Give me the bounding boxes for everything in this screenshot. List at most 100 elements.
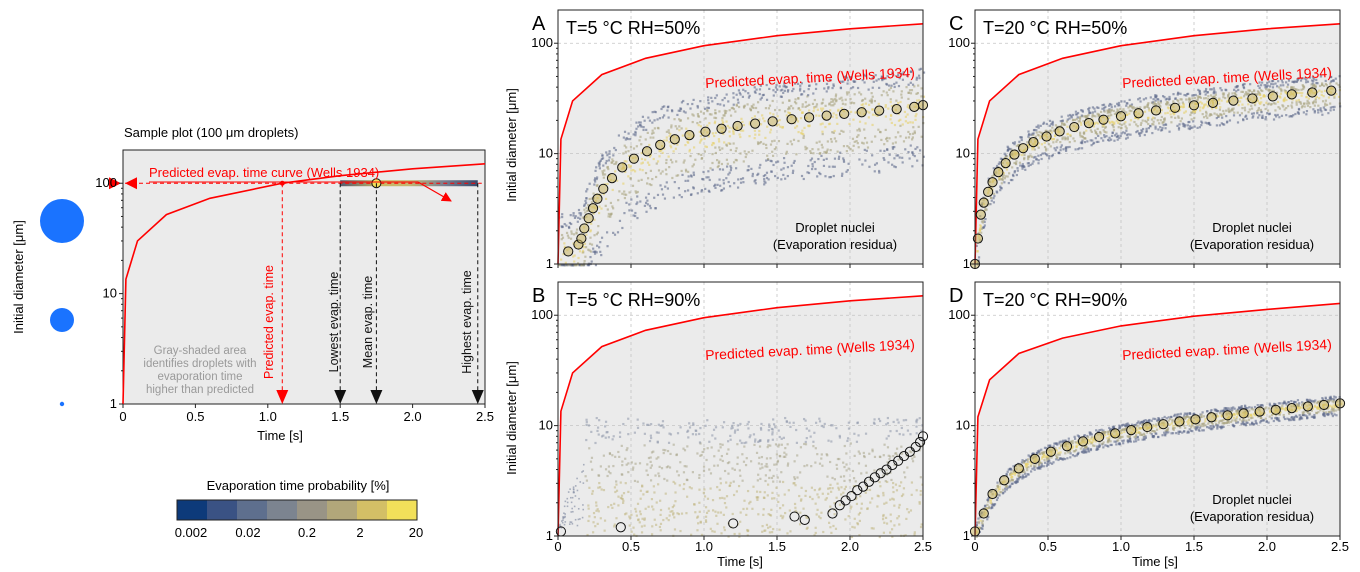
cloud-dot <box>772 423 776 426</box>
cloud-dot <box>689 107 692 110</box>
cloud-dot <box>1137 118 1140 121</box>
cloud-dot <box>893 157 896 160</box>
cloud-dot <box>795 125 799 128</box>
cloud-dot <box>704 515 708 518</box>
cloud-dot <box>1108 116 1111 120</box>
cloud-dot <box>773 148 776 151</box>
cloud-dot <box>682 99 685 103</box>
cloud-dot <box>1128 98 1131 102</box>
cloud-dot <box>612 160 615 163</box>
cloud-dot <box>838 434 841 438</box>
cloud-dot <box>607 212 610 216</box>
cloud-dot <box>1272 102 1276 105</box>
cloud-dot <box>1245 419 1248 422</box>
cloud-dot <box>786 532 789 535</box>
cloud-dot <box>613 486 617 489</box>
mean-marker <box>789 511 800 522</box>
cloud-dot <box>897 506 901 509</box>
cloud-dot <box>1330 406 1333 409</box>
cloud-dot <box>640 531 644 534</box>
cloud-dot <box>675 453 678 456</box>
cloud-dot <box>1275 91 1279 94</box>
cloud-dot <box>806 171 809 174</box>
cloud-dot <box>577 208 581 212</box>
cloud-dot <box>878 419 882 423</box>
cloud-dot <box>710 446 713 449</box>
cloud-dot <box>1090 433 1093 436</box>
cloud-dot <box>806 516 810 519</box>
cloud-dot <box>838 457 841 461</box>
cloud-dot <box>1170 121 1173 124</box>
cloud-dot <box>833 157 837 160</box>
cloud-dot <box>779 507 782 510</box>
cloud-dot <box>1093 107 1096 110</box>
cloud-dot <box>1288 115 1291 118</box>
cloud-dot <box>720 162 724 166</box>
cloud-dot <box>1312 80 1315 83</box>
cloud-dot <box>590 456 594 459</box>
cloud-dot <box>814 461 817 464</box>
cloud-dot <box>886 422 890 425</box>
cloud-dot <box>784 447 787 450</box>
cloud-dot <box>729 438 732 441</box>
mean-marker <box>874 105 885 116</box>
cloud-dot <box>1009 147 1012 151</box>
colorbar-cell <box>297 500 327 520</box>
cloud-dot <box>563 516 566 519</box>
cloud-dot <box>718 148 722 152</box>
cloud-dot <box>1331 397 1334 401</box>
cloud-dot <box>870 527 873 530</box>
cloud-dot <box>761 94 764 97</box>
cloud-dot <box>646 203 649 206</box>
cloud-dot <box>987 177 990 180</box>
cloud-dot <box>1236 421 1240 424</box>
cloud-dot <box>692 186 695 189</box>
cloud-dot <box>1090 144 1093 147</box>
cloud-dot <box>860 99 864 102</box>
cloud-dot <box>625 137 628 140</box>
cloud-dot <box>747 420 750 424</box>
cloud-dot <box>1115 112 1118 115</box>
cloud-dot <box>865 485 868 488</box>
cloud-dot <box>1216 409 1220 413</box>
cloud-dot <box>909 509 913 512</box>
cloud-dot <box>756 141 760 144</box>
cloud-dot <box>1025 458 1028 462</box>
cloud-dot <box>883 143 886 146</box>
cloud-dot <box>707 170 710 173</box>
cloud-dot <box>921 424 924 427</box>
cloud-dot <box>599 250 602 253</box>
cloud-dot <box>1329 82 1332 85</box>
cloud-dot <box>1164 98 1167 101</box>
cloud-dot <box>893 145 896 149</box>
cloud-dot <box>607 215 610 218</box>
cloud-dot <box>720 532 723 535</box>
cloud-dot <box>647 423 650 426</box>
cloud-dot <box>603 173 607 176</box>
cloud-dot <box>590 243 594 246</box>
cloud-dot <box>877 128 880 131</box>
cloud-dot <box>878 455 881 458</box>
cloud-dot <box>1096 127 1099 131</box>
cloud-dot <box>1296 399 1300 402</box>
cloud-dot <box>722 179 725 182</box>
cloud-dot <box>687 175 690 178</box>
cloud-dot <box>768 425 771 428</box>
cloud-dot <box>649 206 652 210</box>
cloud-dot <box>780 168 783 171</box>
cloud-dot <box>721 147 724 150</box>
cloud-dot <box>1064 137 1068 140</box>
cloud-dot <box>1199 109 1202 112</box>
cloud-dot <box>879 131 882 134</box>
cloud-dot <box>1196 424 1199 427</box>
cloud-dot <box>786 464 789 467</box>
cloud-dot <box>777 500 780 504</box>
cloud-dot <box>1048 119 1052 122</box>
cloud-dot <box>1129 119 1133 122</box>
cloud-dot <box>1106 114 1109 118</box>
cloud-dot <box>685 170 688 173</box>
cloud-dot <box>771 99 774 103</box>
cloud-dot <box>1264 107 1267 111</box>
cloud-dot <box>1280 114 1284 117</box>
cloud-dot <box>1097 122 1100 125</box>
